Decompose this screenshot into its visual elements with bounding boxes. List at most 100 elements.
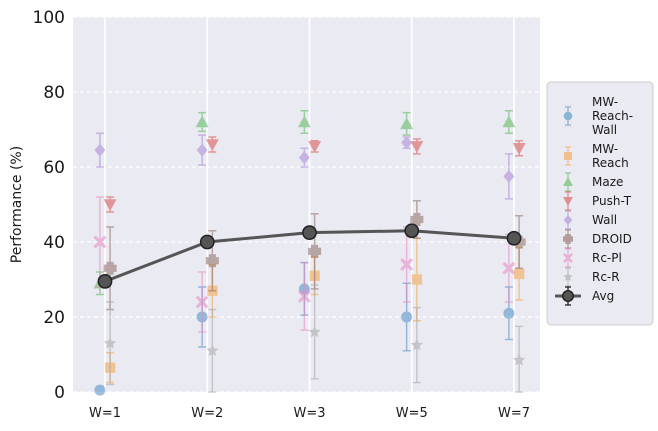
- data-point: [308, 141, 322, 153]
- legend-marker: [563, 177, 573, 186]
- data-point: [199, 234, 215, 250]
- legend-item: Rc-R: [563, 267, 620, 287]
- legend-label: Push-T: [592, 194, 632, 208]
- legend-item: Wall: [563, 210, 617, 230]
- data-point: [298, 151, 310, 165]
- data-point: [512, 143, 526, 155]
- data-point: [195, 295, 209, 309]
- legend-marker: [563, 111, 573, 121]
- series-avg: [97, 223, 522, 289]
- legend-marker: [564, 152, 572, 160]
- data-point: [502, 261, 516, 275]
- data-point: [297, 289, 311, 303]
- data-point: [410, 141, 424, 153]
- legend-marker: [563, 215, 573, 225]
- data-point: [103, 336, 117, 349]
- legend-label: DROID: [592, 232, 632, 246]
- series-wall: [94, 132, 515, 200]
- y-axis-label: Performance (%): [9, 146, 25, 263]
- legend-label: MW-: [592, 95, 618, 109]
- data-point: [94, 143, 106, 157]
- legend-label: Maze: [592, 175, 623, 189]
- legend-label: Rc-R: [592, 270, 620, 284]
- axis-layer: 0 20 40 60 80 100 W=1 W=2 W=3 W=5 W=7: [33, 8, 530, 421]
- legend-label: Wall: [592, 123, 617, 137]
- legend-label: Avg: [592, 289, 614, 303]
- data-point: [503, 169, 515, 183]
- series-layer: [93, 110, 526, 396]
- legend-item: Rc-Pl: [563, 248, 622, 268]
- legend-label: Wall: [592, 213, 617, 227]
- legend-label: Rc-Pl: [592, 251, 622, 265]
- legend-label: Reach-: [592, 109, 633, 123]
- legend-marker: [562, 290, 574, 302]
- legend-item: DROID: [563, 229, 632, 249]
- data-point: [103, 261, 117, 275]
- legend-marker: [563, 253, 573, 263]
- legend-item: MW-Reach-Wall: [563, 95, 633, 137]
- plot-background: [73, 17, 540, 392]
- legend-marker-group: [563, 172, 573, 192]
- data-point: [205, 254, 219, 268]
- legend-item: Push-T: [563, 191, 632, 211]
- data-point: [400, 258, 414, 271]
- y-tick-label: 20: [43, 308, 65, 328]
- y-tick-label: 40: [43, 233, 65, 253]
- legend: MW-Reach-WallMW-ReachMazePush-TWallDROID…: [546, 81, 654, 326]
- legend-marker-group: [563, 106, 573, 126]
- x-tick-label: W=5: [396, 406, 428, 421]
- x-tick-label: W=3: [293, 406, 325, 421]
- data-point: [195, 115, 209, 128]
- data-point: [512, 353, 526, 366]
- legend-box: [546, 81, 654, 326]
- data-point: [297, 115, 311, 128]
- y-tick-label: 60: [43, 158, 65, 178]
- y-tick-label: 0: [54, 383, 65, 403]
- legend-marker-group: [564, 146, 572, 166]
- x-tick-label: W=7: [498, 406, 530, 421]
- data-point: [400, 117, 414, 130]
- data-point: [97, 273, 113, 289]
- legend-item: Maze: [563, 172, 623, 192]
- data-point: [206, 344, 219, 356]
- legend-marker-group: [563, 248, 573, 268]
- legend-item: MW-Reach: [564, 142, 629, 170]
- legend-marker: [563, 234, 573, 244]
- legend-marker: [563, 272, 573, 281]
- data-point: [401, 311, 413, 323]
- data-point: [94, 384, 106, 396]
- x-tick-label: W=1: [89, 406, 121, 421]
- data-point: [93, 235, 107, 249]
- series-rc-pl: [93, 196, 516, 333]
- data-point: [404, 223, 420, 239]
- data-point: [513, 268, 525, 280]
- data-point: [503, 307, 515, 319]
- legend-marker: [563, 197, 573, 206]
- data-point: [506, 230, 522, 246]
- data-point: [410, 338, 423, 351]
- y-tick-label: 100: [33, 8, 65, 28]
- data-point: [308, 244, 322, 258]
- series-push-t: [103, 136, 526, 213]
- data-point: [205, 139, 219, 151]
- data-point: [302, 225, 317, 241]
- legend-marker-group: [563, 210, 573, 230]
- y-tick-label: 80: [43, 83, 65, 103]
- legend-item: Avg: [555, 286, 614, 306]
- data-point: [502, 115, 516, 128]
- series-rc-r: [103, 284, 526, 393]
- data-point: [401, 136, 413, 150]
- legend-marker-group: [563, 191, 573, 211]
- legend-label: Reach: [592, 156, 629, 170]
- legend-label: MW-: [592, 142, 618, 156]
- x-tick-label: W=2: [191, 406, 223, 421]
- data-point: [411, 274, 423, 285]
- legend-marker-group: [555, 286, 581, 306]
- data-point: [196, 143, 208, 157]
- legend-marker-group: [563, 229, 573, 249]
- data-point: [308, 325, 321, 338]
- legend-marker-group: [563, 267, 573, 287]
- data-point: [103, 199, 117, 211]
- data-point: [410, 213, 424, 226]
